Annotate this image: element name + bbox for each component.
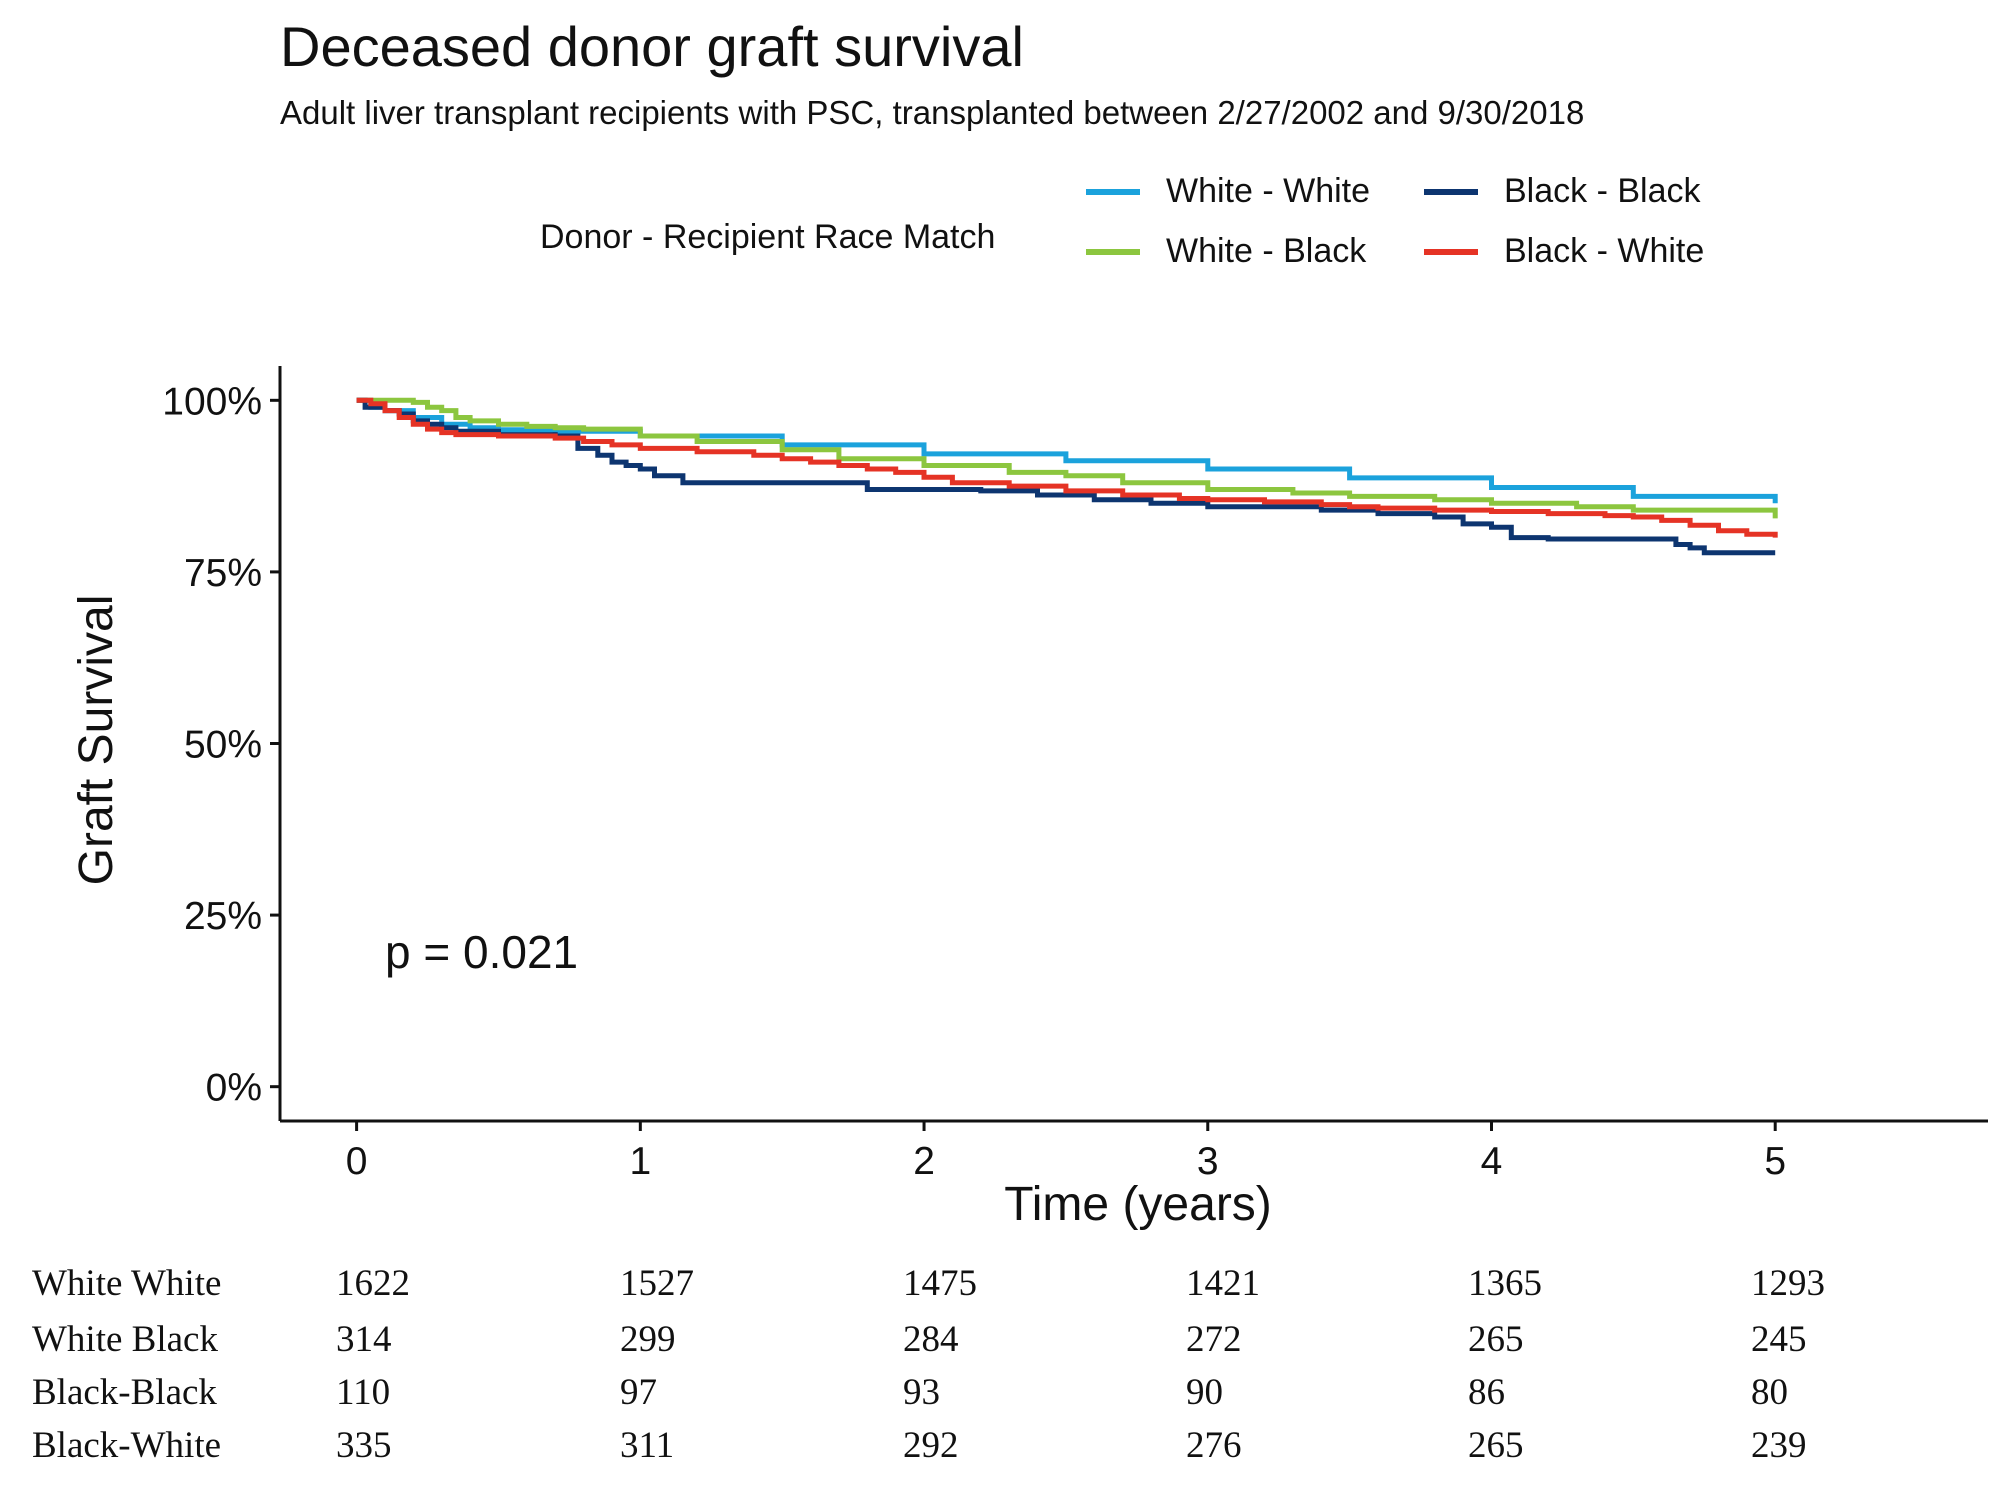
risk-table-cell: 284 (903, 1319, 959, 1360)
risk-table-cell: 1622 (336, 1263, 410, 1304)
legend-item: Black - Black (1424, 172, 1701, 211)
risk-table-cell: 97 (620, 1372, 657, 1413)
p-value-annotation: p = 0.021 (385, 926, 578, 978)
risk-table-cell: 335 (336, 1425, 392, 1466)
risk-table-cell: 311 (620, 1425, 675, 1466)
x-tick-label: 2 (913, 1140, 935, 1183)
x-tick-label: 0 (346, 1140, 368, 1183)
legend-label: White - Black (1166, 232, 1367, 270)
axis-ticks: 0% 25% 50% 75% 100% 0 1 2 3 4 5 (162, 380, 1786, 1183)
x-tick-label: 3 (1197, 1140, 1219, 1183)
legend-swatch (1424, 248, 1478, 255)
legend-swatch (1424, 188, 1478, 195)
x-tick-label: 4 (1481, 1140, 1503, 1183)
y-tick-label: 25% (184, 895, 262, 938)
survival-curve-white-black (356, 397, 1778, 519)
risk-table-row-label: Black-Black (32, 1372, 217, 1413)
legend-item: White - White (1086, 172, 1370, 211)
risk-table-cell: 299 (620, 1319, 676, 1360)
legend-label: Black - Black (1504, 172, 1701, 210)
risk-table-cell: 90 (1186, 1372, 1223, 1413)
risk-table-row-label: White Black (32, 1319, 218, 1360)
risk-table-cell: 1475 (903, 1263, 977, 1304)
survival-curves (356, 397, 1778, 556)
legend-swatch (1086, 248, 1140, 255)
risk-table-row-label: White White (32, 1263, 222, 1304)
legend-label: Black - White (1504, 232, 1705, 270)
chart-title: Deceased donor graft survival (280, 15, 1024, 78)
legend-item: Black - White (1424, 232, 1704, 271)
risk-table-cell: 292 (903, 1425, 959, 1466)
risk-table-cell: 272 (1186, 1319, 1242, 1360)
y-tick-label: 50% (184, 724, 262, 767)
chart-plot-area: 0% 25% 50% 75% 100% 0 1 2 3 4 5 p = 0.021 Time (ye… (70, 366, 1988, 1231)
risk-table-row-label: Black-White (32, 1425, 222, 1466)
axes (278, 366, 1988, 1123)
risk-table-cell: 245 (1751, 1319, 1807, 1360)
risk-table-cell: 265 (1468, 1425, 1524, 1466)
legend-swatch (1086, 188, 1140, 195)
legend-label: White - White (1166, 172, 1371, 210)
x-tick-label: 1 (629, 1140, 651, 1183)
legend-item: White - Black (1086, 232, 1366, 271)
survival-curve-black-white (356, 397, 1778, 538)
risk-table-cell: 239 (1751, 1425, 1807, 1466)
y-tick-label: 75% (184, 552, 262, 595)
risk-table-cell: 314 (336, 1319, 392, 1360)
risk-table-cell: 110 (336, 1372, 391, 1413)
legend-title: Donor - Recipient Race Match (540, 218, 996, 256)
risk-table-cell: 276 (1186, 1425, 1242, 1466)
risk-table-cell: 1421 (1186, 1263, 1260, 1304)
risk-table-cell: 1365 (1468, 1263, 1542, 1304)
risk-table-cell: 86 (1468, 1372, 1505, 1413)
risk-table-cell: 80 (1751, 1372, 1788, 1413)
risk-table-cell: 1293 (1751, 1263, 1825, 1304)
risk-table-cell: 1527 (620, 1263, 694, 1304)
y-tick-label: 100% (162, 380, 262, 423)
x-tick-label: 5 (1764, 1140, 1786, 1183)
x-axis-label: Time (years) (1004, 1178, 1272, 1231)
y-axis-label: Graft Survival (70, 595, 123, 886)
y-tick-label: 0% (206, 1067, 262, 1110)
risk-table-cell: 265 (1468, 1319, 1524, 1360)
risk-table-cell: 93 (903, 1372, 940, 1413)
chart-subtitle: Adult liver transplant recipients with P… (280, 94, 1585, 131)
